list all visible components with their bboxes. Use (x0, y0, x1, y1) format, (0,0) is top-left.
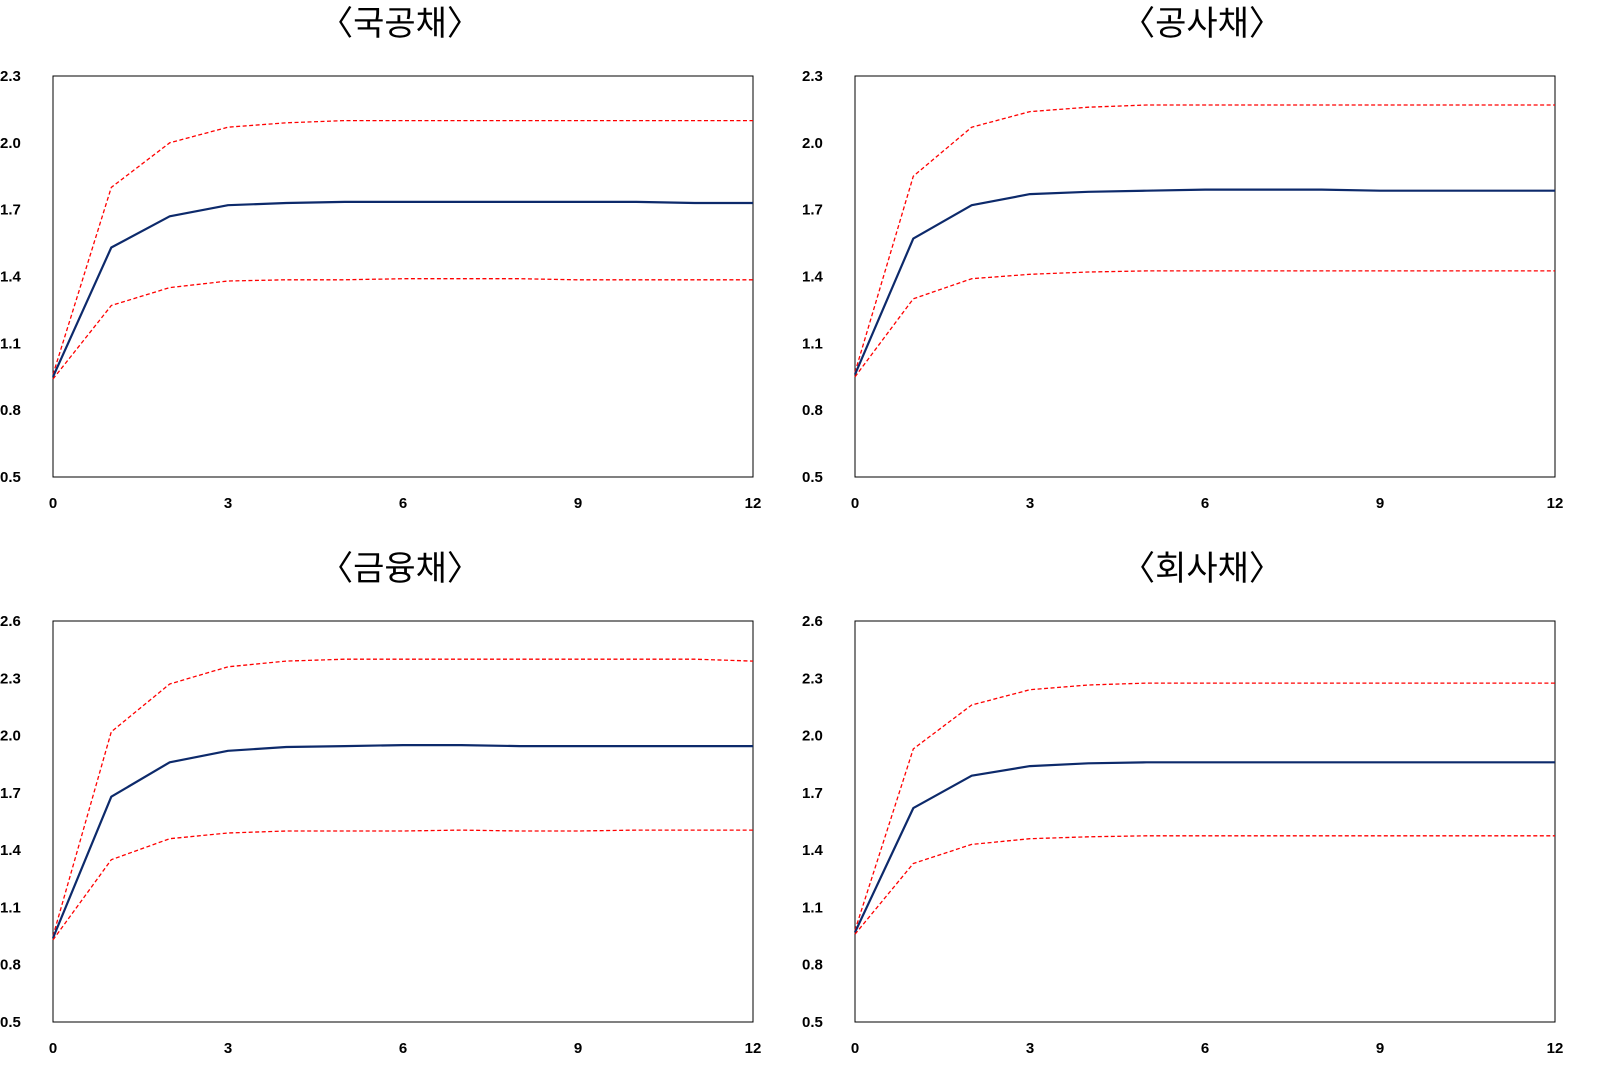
y-tick-label: 1.1 (802, 335, 823, 352)
x-tick-label: 3 (1026, 1040, 1034, 1057)
y-tick-label: 1.4 (0, 269, 22, 286)
y-tick-label: 2.0 (802, 728, 823, 745)
series-line-upper (854, 682, 1555, 931)
y-tick-label: 1.1 (802, 899, 823, 916)
y-tick-label: 2.0 (802, 135, 823, 152)
y-tick-label: 2.0 (0, 728, 21, 745)
series-line-upper (52, 119, 753, 375)
line-chart: 2.3 2.0 1.7 1.4 1.1 0.8 0.5 0 3 6 9 12 (0, 68, 762, 512)
y-tick-label: 0.5 (802, 469, 823, 486)
x-tick-label: 3 (1026, 495, 1034, 512)
y-tick-label: 0.8 (802, 957, 823, 974)
y-tick-label: 2.3 (0, 68, 21, 85)
x-tick-label: 12 (745, 1040, 762, 1057)
y-tick-label: 0.8 (0, 402, 21, 419)
series-line-estimate (51, 744, 753, 939)
y-tick-label: 1.1 (0, 899, 21, 916)
y-tick-label: 0.5 (0, 1014, 21, 1031)
series-line-estimate (51, 200, 753, 378)
chart-title: 〈금융채〉 (319, 549, 481, 589)
y-tick-label: 1.4 (0, 842, 22, 859)
x-tick-label: 9 (574, 1040, 582, 1057)
y-tick-label: 1.7 (802, 785, 823, 802)
x-tick-label: 6 (1201, 495, 1209, 512)
plot-area (854, 620, 1556, 1023)
y-tick-label: 1.7 (0, 202, 21, 219)
y-tick-label: 1.7 (802, 202, 823, 219)
series-line-lower (854, 835, 1555, 935)
y-tick-label: 2.6 (802, 613, 823, 630)
x-tick-label: 0 (851, 1040, 859, 1057)
series-line-lower (52, 278, 753, 380)
y-tick-label: 1.7 (0, 785, 21, 802)
y-tick-label: 1.4 (802, 842, 824, 859)
x-tick-label: 12 (1547, 1040, 1564, 1057)
plot-area (854, 75, 1556, 478)
line-chart: 2.6 2.3 2.0 1.7 1.4 1.1 0.8 0.5 0 3 6 9 12 (802, 613, 1564, 1057)
chart-title: 〈공사채〉 (1121, 4, 1283, 44)
y-tick-label: 0.8 (0, 957, 21, 974)
x-tick-label: 0 (851, 495, 859, 512)
x-tick-label: 9 (574, 495, 582, 512)
y-tick-label: 0.5 (802, 1014, 823, 1031)
y-tick-label: 2.0 (0, 135, 21, 152)
chart-title: 〈국공채〉 (319, 4, 481, 44)
y-tick-label: 0.5 (0, 469, 21, 486)
y-tick-label: 2.3 (802, 670, 823, 687)
y-tick-label: 2.3 (802, 68, 823, 85)
series-line-lower (52, 829, 753, 941)
y-tick-label: 1.4 (802, 269, 824, 286)
x-tick-label: 6 (399, 495, 407, 512)
chart-panel-1: 〈국공채〉 2.3 2.0 1.7 1.4 1.1 0.8 0.5 0 3 6 9 12 (0, 0, 800, 540)
chart-title: 〈회사채〉 (1121, 549, 1283, 589)
line-chart: 2.6 2.3 2.0 1.7 1.4 1.1 0.8 0.5 0 3 6 9 12 (0, 613, 762, 1057)
series-line-estimate (853, 188, 1555, 375)
x-tick-label: 12 (745, 495, 762, 512)
x-tick-label: 3 (224, 1040, 232, 1057)
chart-panel-3: 〈금융채〉 2.6 2.3 2.0 1.7 1.4 1.1 0.8 0.5 0 3 6 9 12 (0, 545, 800, 1085)
y-tick-label: 2.3 (0, 670, 21, 687)
plot-area (52, 620, 754, 1023)
series-line-estimate (854, 761, 1555, 933)
x-tick-label: 9 (1376, 495, 1384, 512)
chart-panel-2: 〈공사채〉 2.3 2.0 1.7 1.4 1.1 0.8 0.5 0 3 6 9 12 (802, 0, 1602, 540)
x-tick-label: 0 (49, 495, 57, 512)
x-tick-label: 9 (1376, 1040, 1384, 1057)
series-line-lower (854, 270, 1555, 378)
plot-area (52, 75, 754, 478)
line-chart: 2.3 2.0 1.7 1.4 1.1 0.8 0.5 0 3 6 9 12 (802, 68, 1564, 512)
x-tick-label: 0 (49, 1040, 57, 1057)
x-tick-label: 6 (1201, 1040, 1209, 1057)
y-tick-label: 0.8 (802, 402, 823, 419)
x-tick-label: 3 (224, 495, 232, 512)
x-tick-label: 12 (1547, 495, 1564, 512)
y-tick-label: 2.6 (0, 613, 21, 630)
y-tick-label: 1.1 (0, 335, 21, 352)
series-line-upper (52, 658, 754, 937)
chart-panel-4: 〈회사채〉 2.6 2.3 2.0 1.7 1.4 1.1 0.8 0.5 0 3 6 9 12 (802, 545, 1602, 1085)
series-line-upper (854, 104, 1555, 373)
x-tick-label: 6 (399, 1040, 407, 1057)
